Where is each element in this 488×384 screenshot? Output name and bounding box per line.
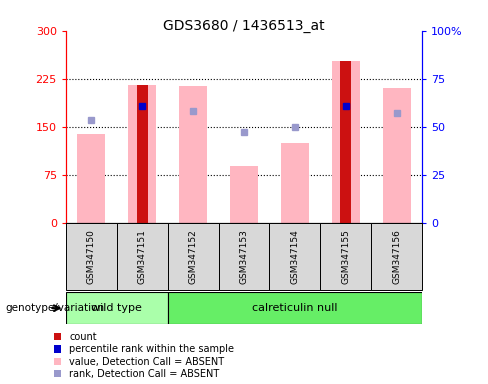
Text: GSM347156: GSM347156 <box>392 229 401 284</box>
Text: GSM347150: GSM347150 <box>87 229 96 284</box>
Bar <box>383 88 411 223</box>
Bar <box>168 292 422 324</box>
Text: genotype/variation: genotype/variation <box>5 303 104 313</box>
Text: calreticulin null: calreticulin null <box>252 303 338 313</box>
Bar <box>66 223 117 290</box>
Bar <box>137 85 148 223</box>
Bar <box>168 223 219 290</box>
Text: GSM347155: GSM347155 <box>341 229 350 284</box>
Bar <box>219 223 269 290</box>
Bar <box>117 223 168 290</box>
Legend: count, percentile rank within the sample, value, Detection Call = ABSENT, rank, : count, percentile rank within the sample… <box>54 332 234 379</box>
Bar <box>269 223 320 290</box>
Bar <box>128 85 156 223</box>
Bar <box>320 223 371 290</box>
Text: GDS3680 / 1436513_at: GDS3680 / 1436513_at <box>163 19 325 33</box>
Bar <box>340 61 351 223</box>
Bar <box>66 292 168 324</box>
Bar <box>179 86 207 223</box>
Bar <box>281 143 309 223</box>
Text: GSM347152: GSM347152 <box>188 229 198 284</box>
Text: GSM347153: GSM347153 <box>240 229 248 284</box>
Text: GSM347154: GSM347154 <box>290 229 300 284</box>
Bar <box>230 166 258 223</box>
Text: wild type: wild type <box>91 303 142 313</box>
Bar <box>371 223 422 290</box>
Bar <box>332 61 360 223</box>
Text: GSM347151: GSM347151 <box>138 229 147 284</box>
Bar <box>77 134 105 223</box>
